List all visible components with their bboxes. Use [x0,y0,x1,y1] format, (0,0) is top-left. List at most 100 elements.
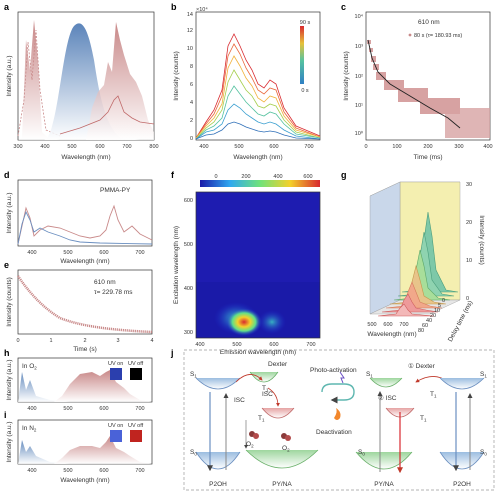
tick-label: 400 [199,144,208,150]
panel-h-env: In O2 [22,363,37,371]
tick-label: 600 [383,322,392,328]
tick-label: 5 [438,303,441,309]
isc-left: ISC [234,397,245,404]
tick-label: 60 [422,323,428,329]
panel-e-xticks: 0 1 2 3 4 [16,338,153,344]
tick-label: 6 [190,82,193,88]
panel-j-frame [183,349,495,491]
s0-label-far: S0 [480,449,487,457]
tick-label: 600 [184,198,193,204]
p2oh-s0-well-right [439,451,485,470]
panel-a-letter: a [4,2,10,12]
panel-g-depthticks: 0 5 10 20 40 60 80 [418,298,445,334]
tick-label: 10³ [355,44,363,50]
panel-f: f 0 200 400 600 Excitation wavelength (n… [171,170,321,356]
photo-activation-label: Photo-activation [310,367,357,374]
panel-e-decay-curve [16,275,153,334]
panel-c-frame [365,11,491,141]
o2-molecule-icon [253,433,259,439]
deactivation-label: Deactivation [316,429,352,436]
tick-label: 40 [426,318,432,324]
panel-i: i In N2 UV on UV off Intensity (a.u.) 40… [4,410,153,484]
tick-label: 700 [304,144,313,150]
panel-i-uv-off-photo [130,430,142,442]
pyna-t1-well-left [261,407,295,419]
panel-i-uv-on: UV on [108,423,123,429]
tick-label: 600 [269,342,278,348]
panel-d-letter: d [4,170,10,180]
tick-label: 700 [135,250,144,256]
s0-label-right: S0 [358,449,365,457]
panel-h-uv-off: UV off [128,361,144,367]
curve [195,103,321,140]
panel-d-blue-curve [17,210,153,245]
tick-label: 10 [187,46,193,52]
pyna-s1-well-right [369,377,403,388]
tick-label: 500 [63,468,72,474]
pyna-s0-well-left [245,449,319,469]
panel-f-cbar-ticks: 0 200 400 600 [214,174,312,180]
tick-label: 500 [367,322,376,328]
curve-90s [195,33,321,139]
panel-a-excitation-dash [17,29,61,137]
panel-f-hot-spot [226,308,262,336]
t1-label-left: T1 [258,415,265,423]
tick-label: 400 [195,342,204,348]
tick-label: 500 [234,144,243,150]
panel-h-letter: h [4,348,10,358]
panel-i-pink-area [54,436,152,464]
pyna-label-right: PY/NA [374,481,394,488]
flame-icon [334,408,341,420]
panel-i-xticks: 400 500 600 700 [27,468,144,474]
panel-j-letter: j [170,348,174,358]
panel-b-time-bottom: 0 s [301,88,309,94]
tick-label: 500 [184,242,193,248]
p2oh-s1-well-right [439,377,485,390]
panel-g-zlabel: Intensity (counts) [478,215,485,265]
panel-h-uv-on-photo [110,368,122,380]
t1-label-right: T1 [420,415,427,423]
tick-label: 500 [67,144,76,150]
tick-label: 1 [49,338,52,344]
p2oh-label-left: P2OH [209,481,227,488]
panel-a-blue-emission [44,23,140,140]
panel-d-xlabel: Wavelength (nm) [60,258,109,265]
o2-molecule-icon [285,435,291,441]
tick-label: 20 [466,220,472,226]
panel-a-ylabel: Intensity (a.u.) [6,55,13,96]
panel-c-legend-marker [408,33,412,37]
tick-label: 600 [95,144,104,150]
tick-label: 700 [399,322,408,328]
panel-c-annotation: 610 nm [418,19,440,26]
panel-i-ylabel: Intensity (a.u.) [6,421,13,462]
pyna-s1-well-left [249,371,279,383]
tick-label: 10² [355,74,363,80]
panel-g-depthlabel: Delay time (ms) [447,300,475,343]
panel-c-legend: 80 s (τ= 180.93 ms) [414,33,462,39]
tick-label: 700 [135,468,144,474]
s1-label-far: S1 [480,371,487,379]
panel-g-xticks: 500 600 700 [367,322,408,328]
tick-label: 0 [16,338,19,344]
pyna-s0-well-right [355,451,413,470]
panel-d-xticks: 400 500 600 700 [27,250,144,256]
tick-label: 3 [116,338,119,344]
tick-label: 400 [40,144,49,150]
tick-label: 30 [466,182,472,188]
tick-label: 700 [306,342,315,348]
panel-c-fit-line [367,39,461,129]
tick-label: 600 [99,250,108,256]
panel-b-yticks: 0 2 4 6 8 10 12 14 [187,12,193,142]
panel-i-uv-on-photo [110,430,122,442]
panel-g-letter: g [341,170,347,180]
panel-g-xlabel: Wavelength (nm) [367,331,416,338]
panel-f-heatmap-upper [196,192,320,282]
tick-label: 300 [454,144,463,150]
panel-g-waterfall [377,211,459,317]
panel-h-pink-area [54,370,152,402]
tick-label: 10⁴ [355,13,364,20]
panel-j: j S1 S0 P2OH Dexter ISC ISC T1 T1 O2 O2 … [170,348,495,491]
s1-label: S1 [190,371,197,379]
panel-f-side-region [258,310,286,334]
